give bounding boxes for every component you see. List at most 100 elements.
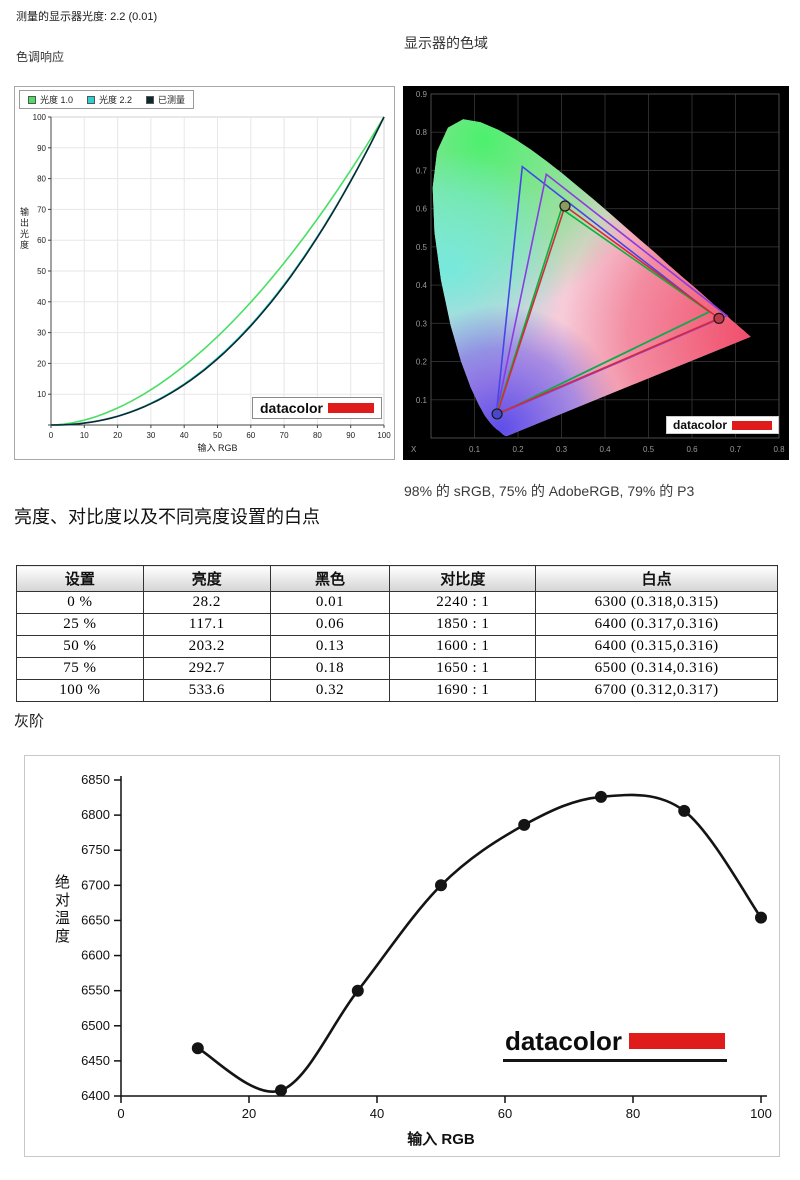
table-cell: 50 % bbox=[16, 635, 144, 658]
column-header: 白点 bbox=[535, 565, 778, 592]
datacolor-red-bar bbox=[629, 1033, 725, 1049]
svg-text:30: 30 bbox=[146, 431, 155, 440]
table-row: 50 % 203.2 0.13 1600 : 1 6400 (0.315,0.316) bbox=[16, 635, 778, 658]
svg-text:0.1: 0.1 bbox=[469, 445, 481, 454]
svg-text:0.6: 0.6 bbox=[686, 445, 698, 454]
svg-text:X: X bbox=[411, 445, 417, 454]
grayscale-temperature-chart: 6400 6450 6500 6550 6600 6650 6700 6750 6800 6850… bbox=[24, 755, 780, 1157]
legend-swatch bbox=[146, 95, 155, 104]
svg-text:0.2: 0.2 bbox=[416, 358, 428, 367]
datacolor-red-bar bbox=[732, 420, 772, 430]
svg-text:40: 40 bbox=[180, 431, 189, 440]
legend-swatch bbox=[28, 95, 36, 104]
table-cell: 1650 : 1 bbox=[389, 657, 537, 680]
temperature-y-axis-label: 绝对温度 bbox=[53, 874, 70, 946]
svg-text:0.2: 0.2 bbox=[512, 445, 524, 454]
column-header: 设置 bbox=[16, 565, 144, 592]
table-cell: 292.7 bbox=[142, 657, 271, 680]
gamut-cie-plot: 0.1 0.2 0.3 0.4 0.5 0.6 0.7 0.8 X 0.1 0.2 0.3 0.4 0.5… bbox=[403, 86, 789, 460]
datacolor-wordmark: datacolor bbox=[259, 400, 323, 416]
table-cell: 1690 : 1 bbox=[389, 679, 537, 702]
svg-text:6700: 6700 bbox=[81, 877, 110, 892]
table-cell: 100 % bbox=[16, 679, 144, 702]
table-cell: 1850 : 1 bbox=[389, 613, 537, 636]
tone-response-plot: 0 10 20 30 40 50 60 70 80 90 100 10 20 30 40 50 60 70 80 90… bbox=[33, 113, 392, 453]
table-row: 25 % 117.1 0.06 1850 : 1 6400 (0.317,0.316) bbox=[16, 613, 778, 636]
gamut-coverage-summary: 98% 的 sRGB, 75% 的 AdobeRGB, 79% 的 P3 bbox=[404, 483, 695, 499]
svg-text:6550: 6550 bbox=[81, 983, 110, 998]
tone-y-axis-label: 输出光度 bbox=[19, 207, 29, 251]
svg-text:70: 70 bbox=[280, 431, 289, 440]
column-header: 黑色 bbox=[269, 565, 391, 592]
svg-text:60: 60 bbox=[246, 431, 255, 440]
svg-text:0.3: 0.3 bbox=[556, 445, 568, 454]
svg-text:50: 50 bbox=[213, 431, 222, 440]
svg-text:50: 50 bbox=[37, 267, 46, 276]
svg-text:输入 RGB: 输入 RGB bbox=[407, 1130, 475, 1148]
svg-text:80: 80 bbox=[313, 431, 322, 440]
svg-text:60: 60 bbox=[37, 236, 46, 245]
svg-text:0.5: 0.5 bbox=[643, 445, 655, 454]
temperature-datacolor-logo: datacolor bbox=[502, 1026, 727, 1062]
table-row: 75 % 292.7 0.18 1650 : 1 6500 (0.314,0.316) bbox=[16, 657, 778, 680]
svg-text:6500: 6500 bbox=[81, 1018, 110, 1033]
table-cell: 6700 (0.312,0.317) bbox=[535, 679, 778, 702]
svg-text:0.6: 0.6 bbox=[416, 205, 428, 214]
svg-text:90: 90 bbox=[346, 431, 355, 440]
svg-text:0.4: 0.4 bbox=[599, 445, 611, 454]
datacolor-red-bar bbox=[328, 403, 374, 413]
svg-text:20: 20 bbox=[37, 359, 46, 368]
svg-text:40: 40 bbox=[37, 298, 46, 307]
measured-gamma-text: 测量的显示器光度: 2.2 (0.01) bbox=[16, 11, 158, 23]
svg-text:6850: 6850 bbox=[81, 772, 110, 787]
table-cell: 0.18 bbox=[269, 657, 391, 680]
table-cell: 0.06 bbox=[269, 613, 391, 636]
table-cell: 6400 (0.317,0.316) bbox=[535, 613, 778, 636]
svg-text:40: 40 bbox=[370, 1106, 384, 1121]
legend-swatch bbox=[87, 95, 96, 104]
table-cell: 0.32 bbox=[269, 679, 391, 702]
tone-chart-title: 色调响应 bbox=[16, 50, 65, 64]
svg-text:0: 0 bbox=[117, 1106, 124, 1121]
svg-text:0.1: 0.1 bbox=[416, 396, 428, 405]
table-cell: 533.6 bbox=[142, 679, 271, 702]
svg-text:0.7: 0.7 bbox=[416, 166, 428, 175]
svg-text:0.7: 0.7 bbox=[730, 445, 742, 454]
svg-text:0.4: 0.4 bbox=[416, 281, 428, 290]
svg-text:70: 70 bbox=[37, 205, 46, 214]
table-row: 100 % 533.6 0.32 1690 : 1 6700 (0.312,0.317) bbox=[16, 679, 778, 702]
svg-text:0.5: 0.5 bbox=[416, 243, 428, 252]
svg-text:6450: 6450 bbox=[81, 1053, 110, 1068]
svg-text:100: 100 bbox=[377, 431, 391, 440]
table-cell: 75 % bbox=[16, 657, 144, 680]
table-cell: 117.1 bbox=[142, 613, 271, 636]
svg-text:6750: 6750 bbox=[81, 842, 110, 857]
svg-text:6800: 6800 bbox=[81, 807, 110, 822]
table-cell: 2240 : 1 bbox=[389, 591, 537, 614]
svg-text:10: 10 bbox=[37, 390, 46, 399]
svg-text:80: 80 bbox=[626, 1106, 640, 1121]
column-header: 对比度 bbox=[389, 565, 537, 592]
column-header: 亮度 bbox=[142, 565, 271, 592]
table-cell: 6400 (0.315,0.316) bbox=[535, 635, 778, 658]
results-table-wrap: 设置 亮度 黑色 对比度 白点 0 % 28.2 0.01 2240 : 1 6300 (0.3… bbox=[16, 565, 778, 702]
legend-item: 光度 2.2 bbox=[87, 93, 132, 106]
table-cell: 0 % bbox=[16, 591, 144, 614]
svg-text:0.8: 0.8 bbox=[416, 128, 428, 137]
table-section-title: 亮度、对比度以及不同亮度设置的白点 bbox=[14, 507, 320, 527]
svg-text:6650: 6650 bbox=[81, 912, 110, 927]
table-cell: 1600 : 1 bbox=[389, 635, 537, 658]
tone-chart-legend: 光度 1.0 光度 2.2 已测量 bbox=[19, 90, 195, 109]
gamut-chart-title: 显示器的色域 bbox=[404, 35, 488, 51]
datacolor-wordmark: datacolor bbox=[504, 1026, 622, 1056]
brightness-contrast-table: 设置 亮度 黑色 对比度 白点 0 % 28.2 0.01 2240 : 1 6300 (0.3… bbox=[16, 565, 778, 702]
legend-item: 已测量 bbox=[146, 93, 185, 106]
svg-text:6600: 6600 bbox=[81, 948, 110, 963]
tone-datacolor-logo: datacolor bbox=[251, 397, 382, 419]
legend-label: 光度 1.0 bbox=[40, 95, 74, 105]
table-cell: 0.01 bbox=[269, 591, 391, 614]
svg-text:0.3: 0.3 bbox=[416, 319, 428, 328]
svg-text:0: 0 bbox=[49, 431, 54, 440]
svg-text:90: 90 bbox=[37, 144, 46, 153]
